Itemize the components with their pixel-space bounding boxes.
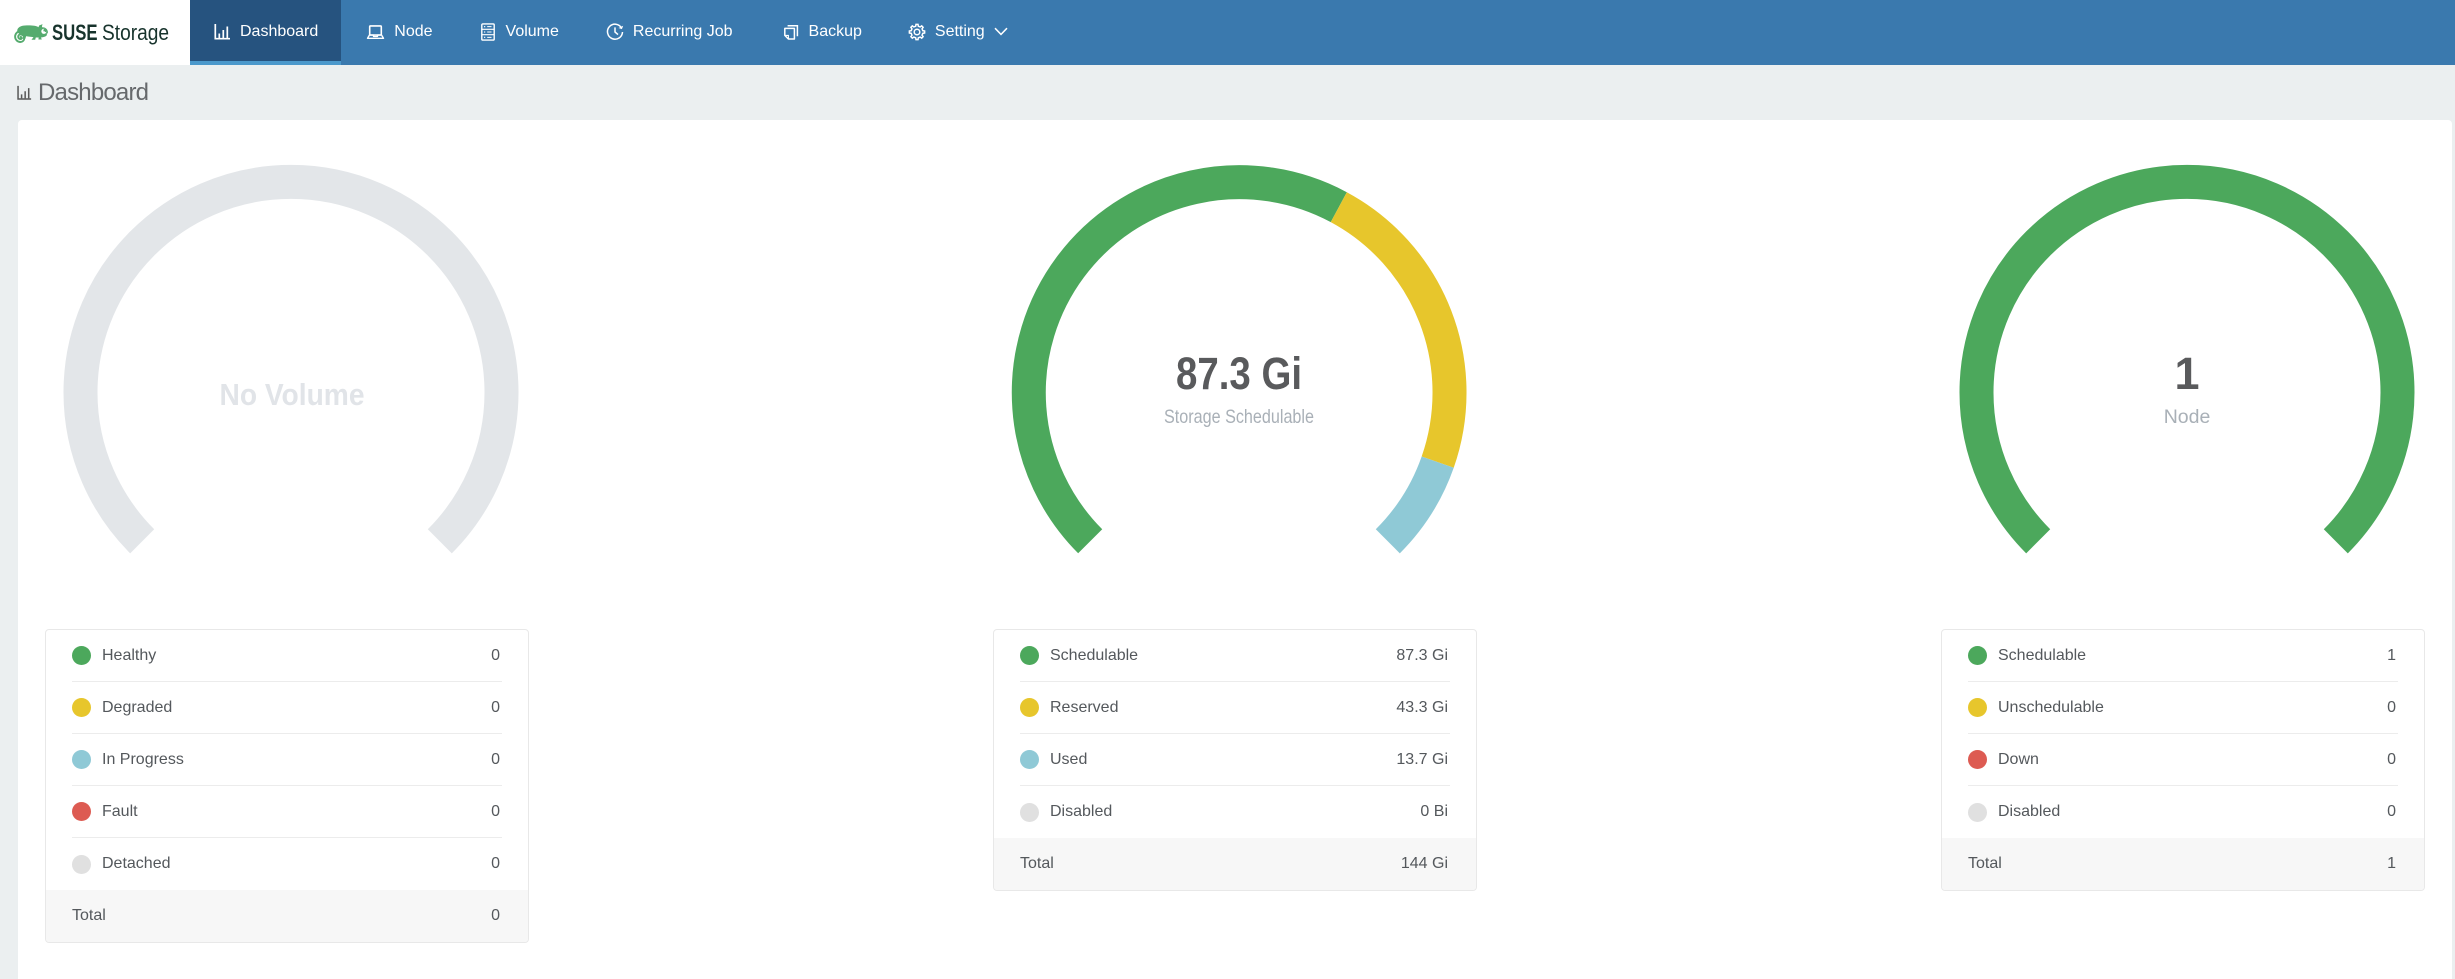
svg-text:No Volume: No Volume bbox=[220, 377, 365, 412]
svg-text:Storage Schedulable: Storage Schedulable bbox=[1164, 406, 1314, 428]
svg-text:Node: Node bbox=[2164, 406, 2211, 428]
svg-text:1: 1 bbox=[2174, 348, 2199, 399]
svg-text:87.3 Gi: 87.3 Gi bbox=[1176, 348, 1302, 399]
